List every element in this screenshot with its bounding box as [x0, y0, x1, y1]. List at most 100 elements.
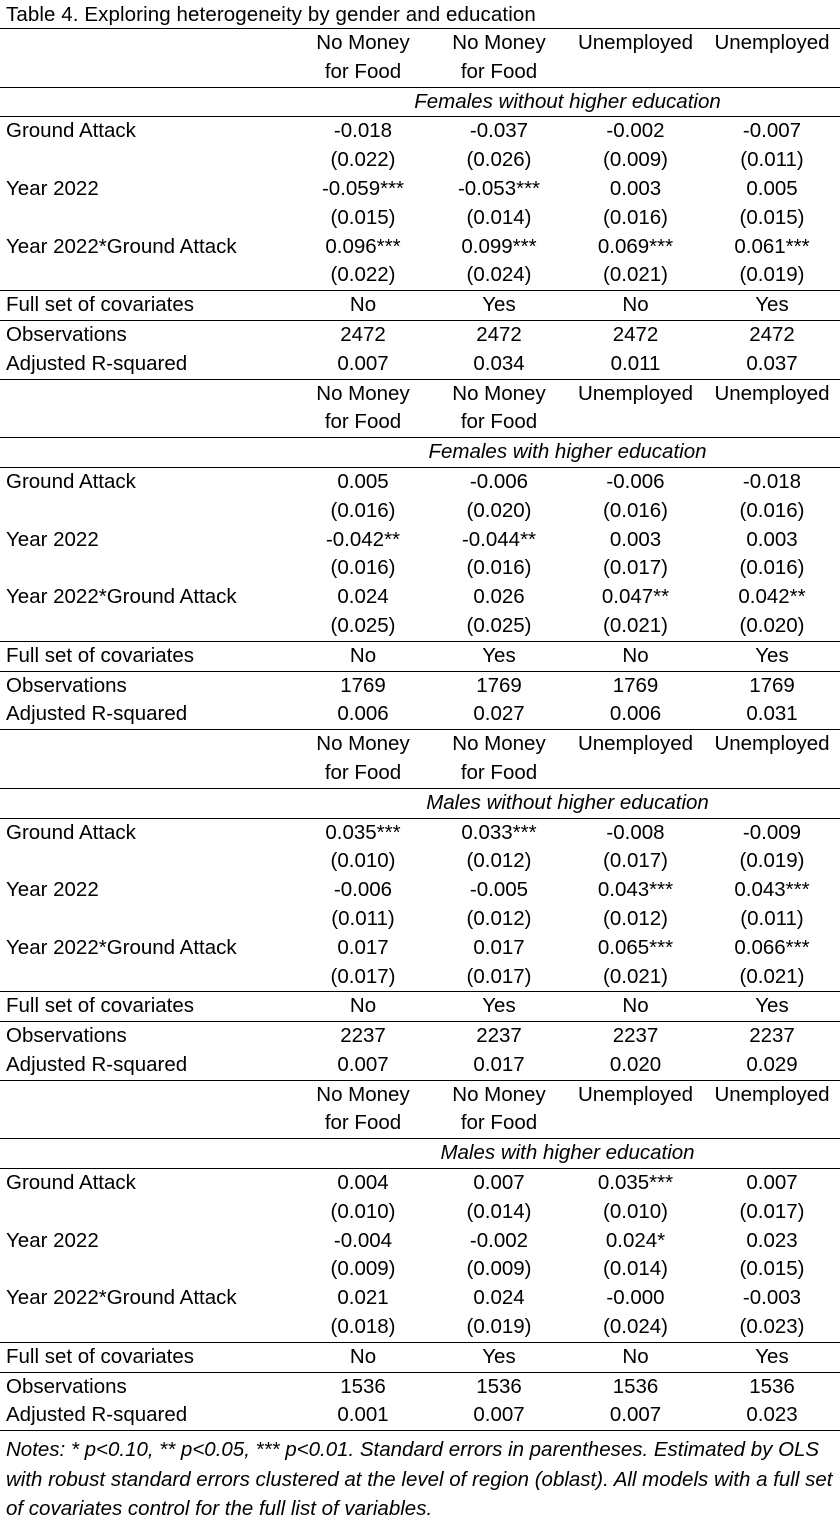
- coefficient-cell: 0.017: [473, 935, 525, 959]
- stats-value-cell: Yes: [704, 1342, 840, 1373]
- standard-error-cell: (0.011): [740, 148, 804, 172]
- row-label: Year 2022*Ground Attack: [6, 935, 237, 959]
- coefficient-cell: -0.008: [606, 820, 665, 844]
- stats-row: Observations 1536 1536 1536 1536: [0, 1372, 840, 1401]
- stats-label: Observations: [6, 322, 127, 346]
- standard-error-cell: (0.016): [739, 556, 805, 580]
- column-header-cell: [567, 57, 704, 88]
- coefficient-cell: 0.005: [746, 176, 798, 200]
- panel-stub-cell: [0, 437, 295, 468]
- coefficient-cell: 0.007: [473, 1171, 525, 1195]
- stats-value-cell: 1769: [749, 673, 795, 697]
- standard-error-cell: (0.017): [603, 849, 668, 873]
- standard-error-cell: (0.021): [567, 261, 704, 292]
- stats-label: Adjusted R-squared: [0, 1050, 295, 1081]
- coefficient-row: Ground Attack -0.018 -0.037 -0.002 -0.007: [0, 117, 840, 146]
- header-stub-cell: [0, 57, 295, 88]
- coefficient-cell: 0.047**: [601, 585, 670, 609]
- panel-stub-cell: [0, 788, 295, 819]
- panel-title-row: Females without higher education: [0, 87, 840, 118]
- coefficient-cell: -0.000: [606, 1286, 665, 1310]
- standard-error-cell: (0.011): [331, 906, 395, 930]
- se-stub-cell: [0, 905, 295, 934]
- stats-row: Adjusted R-squared 0.001 0.007 0.007 0.023: [0, 1401, 840, 1432]
- coefficient-cell: -0.002: [606, 119, 665, 143]
- standard-error-cell: (0.020): [704, 611, 840, 642]
- column-header-row: No Money No Money Unemployed Unemployed: [0, 27, 840, 58]
- coefficient-cell: 0.043***: [734, 878, 810, 902]
- column-header-cell: for Food: [295, 408, 431, 439]
- standard-error-row: (0.015) (0.014) (0.016) (0.015): [0, 204, 840, 233]
- column-header-cell: for Food: [295, 758, 431, 789]
- standard-error-cell: (0.009): [466, 1257, 532, 1281]
- se-stub-cell: [0, 497, 295, 526]
- standard-error-row: (0.017) (0.017) (0.021) (0.021): [0, 962, 840, 993]
- standard-error-cell: (0.016): [739, 498, 805, 522]
- standard-error-cell: (0.026): [466, 148, 532, 172]
- standard-error-cell: (0.010): [330, 849, 396, 873]
- standard-error-cell: (0.017): [603, 556, 668, 580]
- column-header-cell: [704, 758, 840, 789]
- row-label: Year 2022*Ground Attack: [6, 585, 237, 609]
- stats-value-cell: 0.020: [567, 1050, 704, 1081]
- coefficient-row: Year 2022*Ground Attack 0.017 0.017 0.065**…: [0, 934, 840, 963]
- panel-stub-cell: [0, 1138, 295, 1170]
- coefficient-cell: -0.053***: [457, 176, 541, 200]
- standard-error-cell: (0.011): [740, 906, 804, 930]
- stats-value-cell: Yes: [431, 290, 567, 321]
- stats-row: Observations 2472 2472 2472 2472: [0, 320, 840, 349]
- header-stub-cell: [0, 730, 295, 759]
- stats-label: Observations: [6, 1024, 127, 1048]
- coefficient-cell: 0.003: [609, 527, 662, 551]
- standard-error-row: (0.016) (0.020) (0.016) (0.016): [0, 497, 840, 526]
- stats-value-cell: 0.027: [431, 700, 567, 731]
- column-header-cell: No Money: [452, 732, 546, 756]
- stats-value-cell: Yes: [704, 991, 840, 1023]
- coefficient-cell: -0.006: [469, 469, 529, 493]
- stats-value-cell: 2472: [612, 322, 659, 346]
- row-label: Year 2022*Ground Attack: [6, 1286, 237, 1310]
- stats-value-cell: 2237: [340, 1024, 386, 1048]
- standard-error-cell: (0.014): [466, 205, 532, 229]
- coefficient-cell: 0.061***: [734, 234, 810, 258]
- panel-title-row: Males without higher education: [0, 788, 840, 819]
- coefficient-row: Ground Attack 0.035*** 0.033*** -0.008 -0.00…: [0, 818, 840, 847]
- standard-error-cell: (0.019): [431, 1313, 567, 1343]
- column-header-cell: [567, 1109, 704, 1140]
- se-stub-cell: [0, 1313, 295, 1343]
- coefficient-cell: -0.018: [333, 119, 393, 143]
- standard-error-cell: (0.010): [330, 1199, 396, 1223]
- standard-error-cell: (0.024): [567, 1313, 704, 1343]
- standard-error-cell: (0.021): [704, 962, 840, 993]
- stats-row: Adjusted R-squared 0.006 0.027 0.006 0.031: [0, 700, 840, 731]
- row-label: Year 2022: [6, 878, 99, 902]
- column-header-cell: for Food: [431, 408, 567, 439]
- stats-value-cell: 1536: [340, 1374, 386, 1398]
- standard-error-cell: (0.019): [739, 849, 805, 873]
- coefficient-cell: 0.035***: [325, 820, 401, 844]
- stats-value-cell: No: [567, 1342, 704, 1373]
- standard-error-row: (0.022) (0.026) (0.009) (0.011): [0, 146, 840, 175]
- standard-error-cell: (0.016): [603, 498, 668, 522]
- standard-error-cell: (0.014): [603, 1257, 668, 1281]
- stats-value-cell: 2472: [476, 322, 522, 346]
- coefficient-row: Year 2022*Ground Attack 0.096*** 0.099*** 0…: [0, 233, 840, 262]
- coefficient-cell: -0.006: [606, 469, 665, 493]
- column-header-cell: [567, 408, 704, 439]
- panel-title: Females without higher education: [295, 87, 840, 118]
- column-header-cell: Unemployed: [714, 732, 830, 756]
- stats-row: Adjusted R-squared 0.007 0.034 0.011 0.037: [0, 349, 840, 380]
- standard-error-cell: (0.014): [466, 1199, 532, 1223]
- coefficient-cell: -0.007: [742, 119, 802, 143]
- se-stub-cell: [0, 146, 295, 175]
- coefficient-cell: -0.003: [742, 1286, 802, 1310]
- column-header-cell: Unemployed: [714, 381, 830, 405]
- coefficient-cell: 0.099***: [461, 234, 537, 258]
- column-header-cell: for Food: [431, 57, 567, 88]
- standard-error-cell: (0.025): [295, 611, 431, 642]
- standard-error-cell: (0.018): [295, 1313, 431, 1343]
- stats-value-cell: 0.001: [295, 1401, 431, 1432]
- standard-error-row: (0.016) (0.016) (0.017) (0.016): [0, 554, 840, 583]
- table-title: Table 4. Exploring heterogeneity by gend…: [6, 3, 536, 26]
- table-notes: Notes: * p<0.10, ** p<0.05, *** p<0.01. …: [6, 1438, 833, 1521]
